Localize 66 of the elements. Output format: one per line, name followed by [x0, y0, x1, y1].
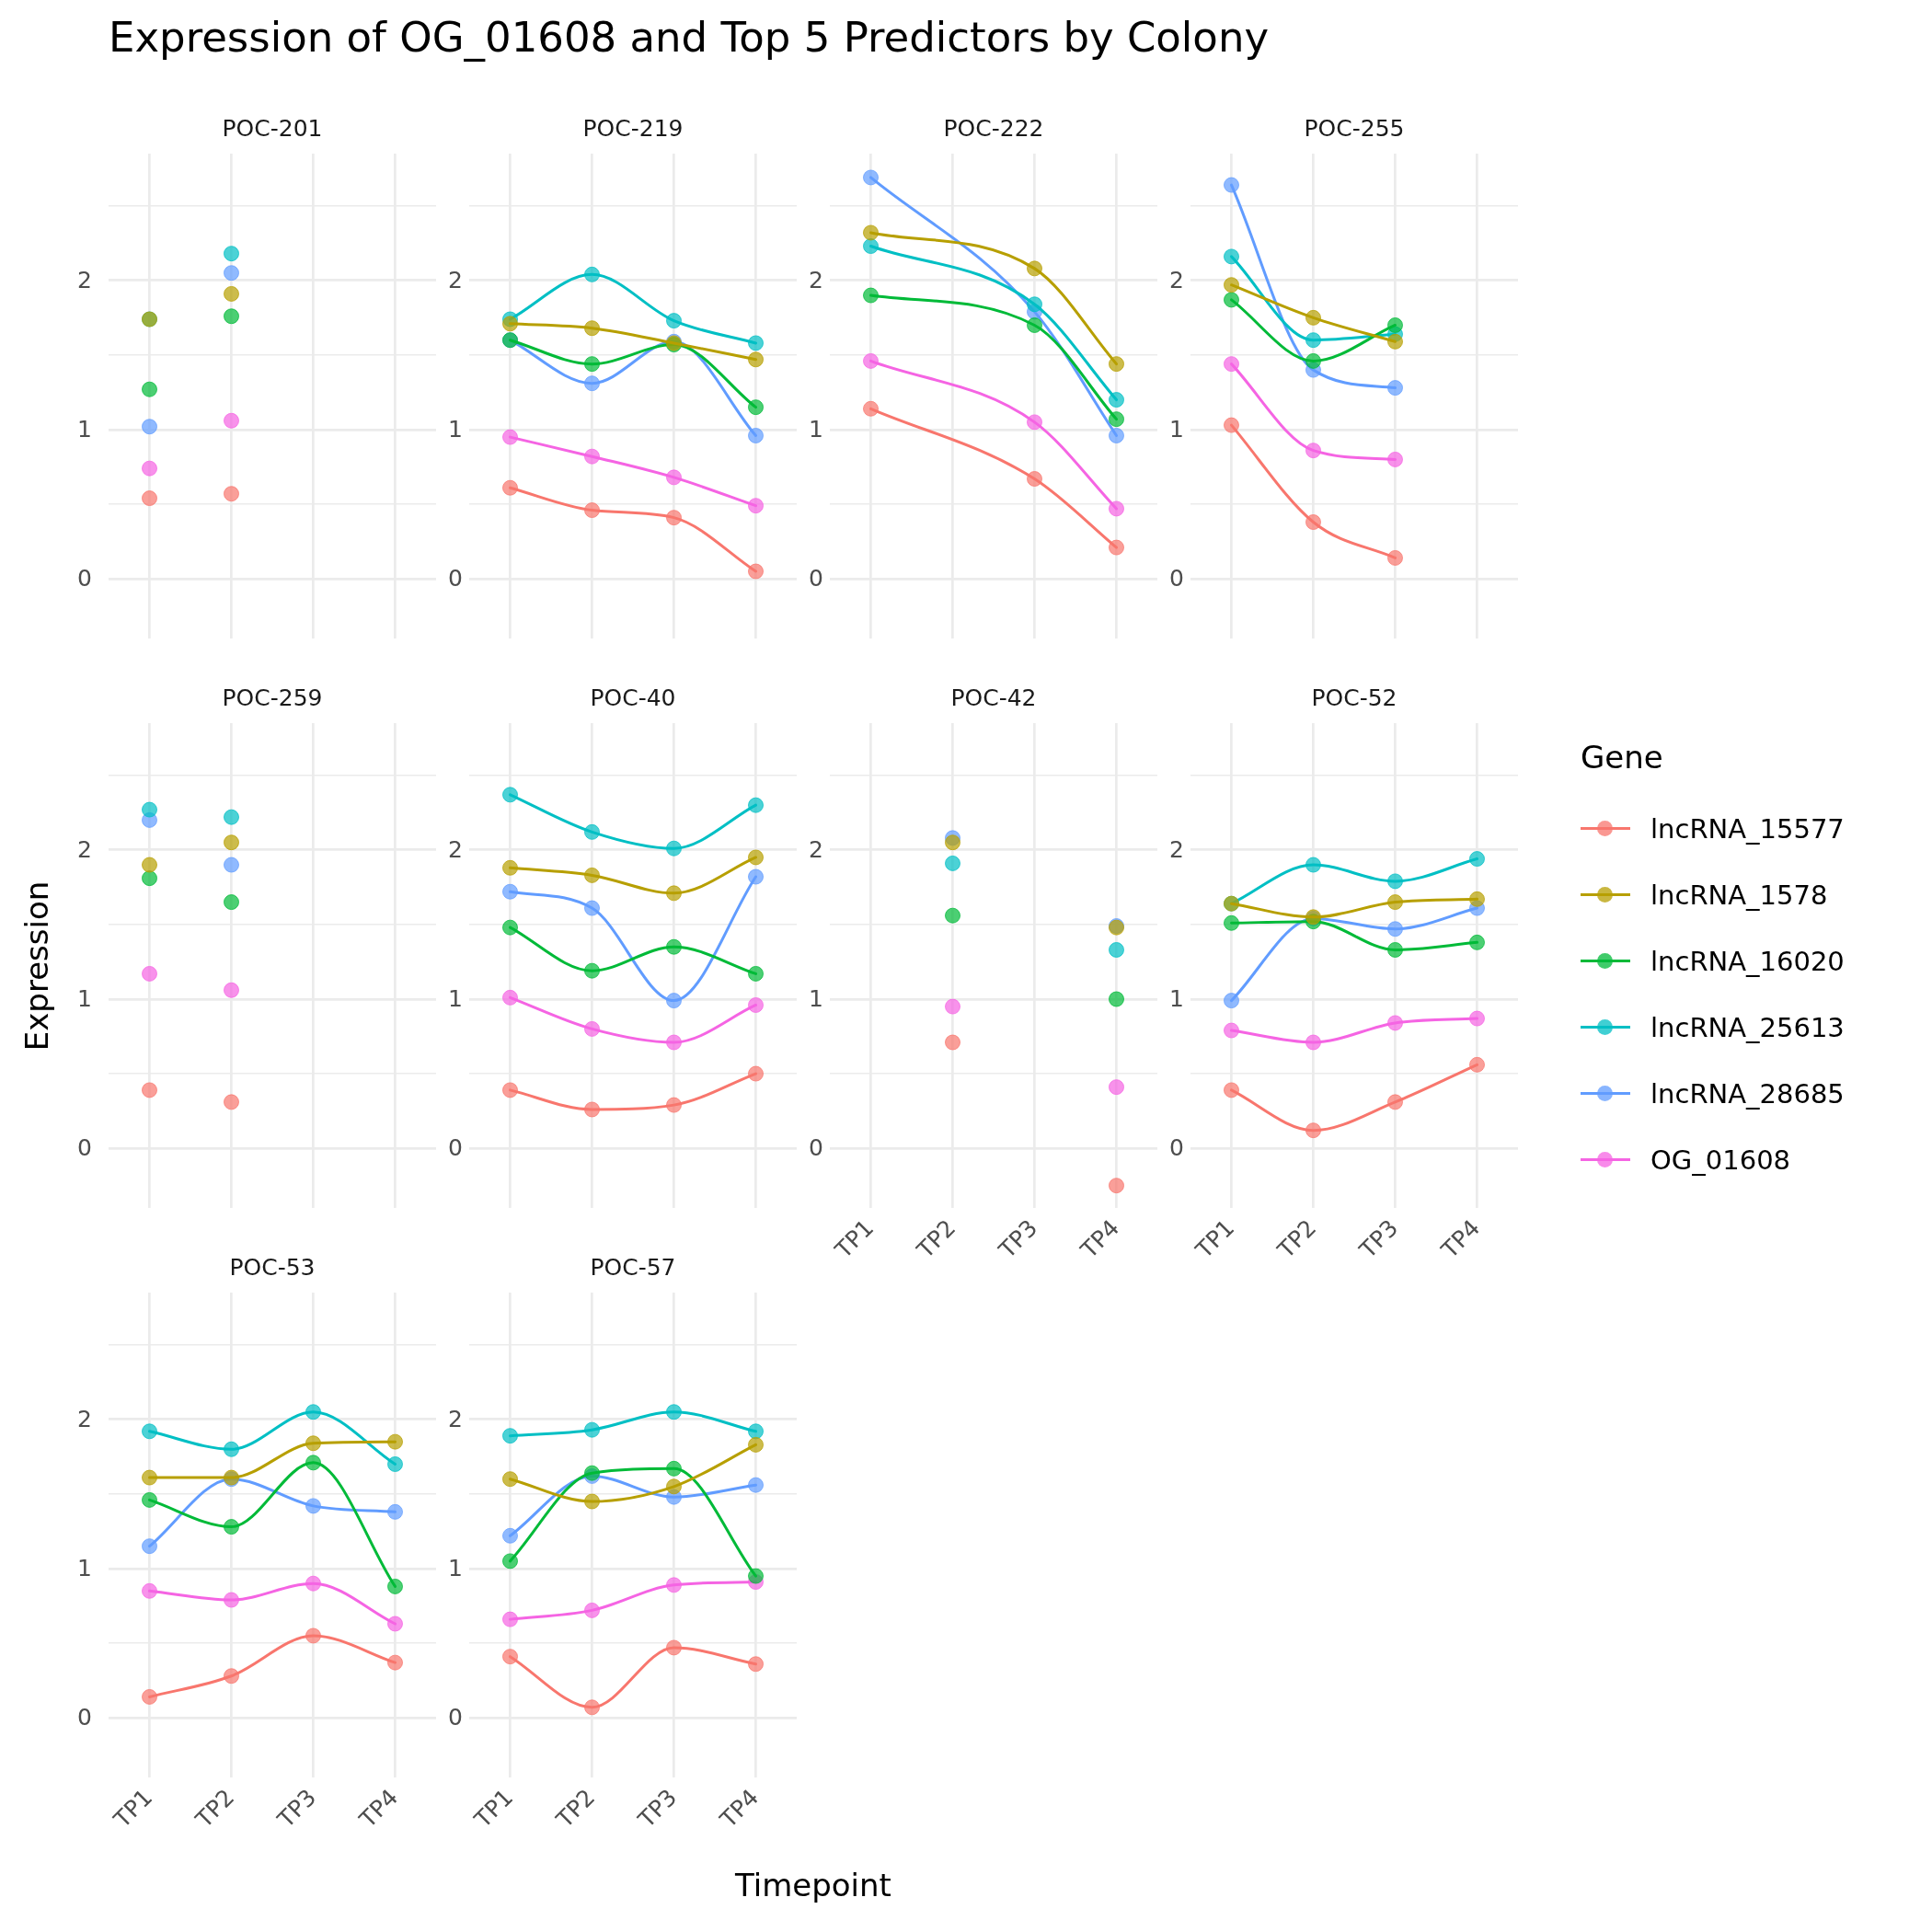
x-tick-label: TP1 [1190, 1213, 1240, 1264]
legend-label: lncRNA_1578 [1650, 879, 1828, 911]
chart-subtitle: POC-57 [590, 1253, 676, 1281]
y-tick-label: 0 [1169, 565, 1184, 592]
y-tick-label: 2 [809, 266, 823, 293]
y-tick-label: 0 [77, 1704, 92, 1731]
chart-subtitle: POC-222 [943, 114, 1044, 142]
chart-subtitle: POC-255 [1304, 114, 1405, 142]
y-tick-label: 1 [1169, 415, 1184, 443]
x-tick-label: TP4 [1435, 1213, 1486, 1264]
y-tick-label: 1 [77, 984, 92, 1012]
x-tick-label: TP4 [714, 1783, 765, 1834]
x-tick-label: TP3 [632, 1783, 683, 1834]
y-tick-label: 1 [77, 1554, 92, 1581]
chart-subtitle: POC-53 [229, 1253, 316, 1281]
text: Expression of OG_01608 and Top 5 Predictors by Colony [109, 13, 1270, 62]
x-tick-label: TP2 [911, 1213, 961, 1264]
y-tick-label: 2 [77, 266, 92, 293]
y-tick-label: 2 [1169, 266, 1184, 293]
x-tick-label: TP3 [271, 1783, 322, 1834]
legend-label: lncRNA_16020 [1650, 945, 1845, 977]
x-tick-label: TP4 [1075, 1213, 1125, 1264]
legend-title: Gene [1581, 738, 1664, 776]
y-tick-label: 0 [809, 1134, 823, 1162]
x-tick-label: TP2 [190, 1783, 240, 1834]
x-tick-label: TP1 [468, 1783, 519, 1834]
chart-subtitle: POC-40 [590, 684, 676, 711]
y-tick-label: 2 [448, 835, 463, 863]
y-tick-label: 0 [77, 1134, 92, 1162]
y-tick-label: 2 [448, 1405, 463, 1432]
y-tick-label: 1 [448, 1554, 463, 1581]
chart-subtitle: POC-219 [582, 114, 684, 142]
legend-label: lncRNA_28685 [1650, 1077, 1845, 1110]
legend-label: OG_01608 [1650, 1144, 1791, 1176]
y-tick-label: 2 [448, 266, 463, 293]
y-tick-label: 1 [809, 984, 823, 1012]
y-axis-title: Expression [18, 880, 55, 1051]
x-axis-title: Timepoint [735, 1867, 891, 1903]
y-tick-label: 0 [809, 565, 823, 592]
y-tick-label: 1 [77, 415, 92, 443]
y-tick-label: 1 [1169, 984, 1184, 1012]
y-tick-label: 2 [77, 1405, 92, 1432]
chart-subtitle: POC-259 [222, 684, 323, 711]
y-tick-label: 2 [1169, 835, 1184, 863]
y-tick-label: 0 [448, 565, 463, 592]
chart-subtitle: POC-201 [222, 114, 323, 142]
legend-label: lncRNA_15577 [1650, 812, 1845, 845]
x-tick-label: TP1 [829, 1213, 880, 1264]
y-tick-label: 1 [809, 415, 823, 443]
y-tick-label: 1 [448, 984, 463, 1012]
y-tick-label: 2 [77, 835, 92, 863]
x-tick-label: TP4 [353, 1783, 404, 1834]
x-tick-label: TP1 [108, 1783, 158, 1834]
y-tick-label: 0 [448, 1704, 463, 1731]
y-tick-label: 0 [1169, 1134, 1184, 1162]
y-tick-label: 1 [448, 415, 463, 443]
y-tick-label: 0 [448, 1134, 463, 1162]
legend-label: lncRNA_25613 [1650, 1011, 1845, 1043]
x-tick-label: TP2 [550, 1783, 601, 1834]
x-tick-label: TP3 [993, 1213, 1043, 1264]
y-tick-label: 0 [77, 565, 92, 592]
x-tick-label: TP2 [1271, 1213, 1322, 1264]
y-tick-label: 2 [809, 835, 823, 863]
chart-subtitle: POC-42 [950, 684, 1037, 711]
chart-subtitle: POC-52 [1311, 684, 1397, 711]
x-tick-label: TP3 [1353, 1213, 1404, 1264]
